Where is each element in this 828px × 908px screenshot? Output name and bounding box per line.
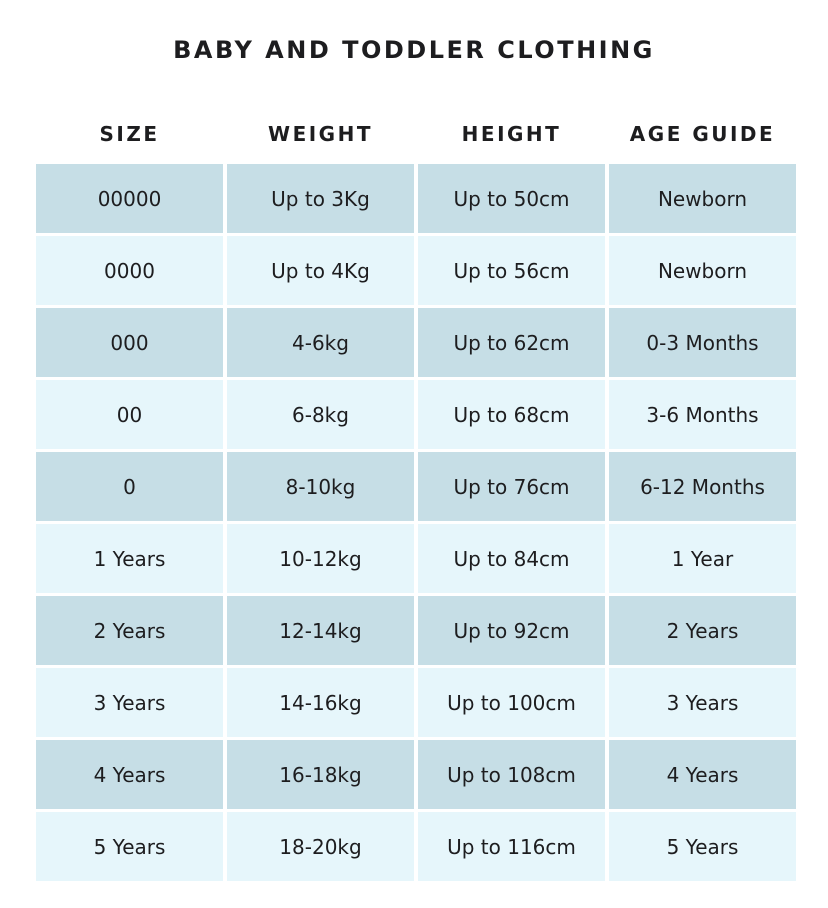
cell-height: Up to 100cm bbox=[418, 668, 605, 737]
table-row: 5 Years 18-20kg Up to 116cm 5 Years bbox=[36, 812, 796, 881]
table-row: 0000 Up to 4Kg Up to 56cm Newborn bbox=[36, 236, 796, 305]
table-row: 1 Years 10-12kg Up to 84cm 1 Year bbox=[36, 524, 796, 593]
table-row: 00000 Up to 3Kg Up to 50cm Newborn bbox=[36, 164, 796, 233]
cell-age-guide: 4 Years bbox=[609, 740, 796, 809]
cell-height: Up to 92cm bbox=[418, 596, 605, 665]
header-age-guide: AGE GUIDE bbox=[629, 122, 776, 146]
cell-age-guide: 0-3 Months bbox=[609, 308, 796, 377]
page-title: BABY AND TODDLER CLOTHING bbox=[173, 36, 655, 64]
table-row: 4 Years 16-18kg Up to 108cm 4 Years bbox=[36, 740, 796, 809]
cell-age-guide: 5 Years bbox=[609, 812, 796, 881]
cell-height: Up to 116cm bbox=[418, 812, 605, 881]
table-row: 3 Years 14-16kg Up to 100cm 3 Years bbox=[36, 668, 796, 737]
cell-weight: 12-14kg bbox=[227, 596, 414, 665]
cell-age-guide: 1 Year bbox=[609, 524, 796, 593]
cell-size: 5 Years bbox=[36, 812, 223, 881]
cell-height: Up to 56cm bbox=[418, 236, 605, 305]
cell-age-guide: Newborn bbox=[609, 164, 796, 233]
cell-size: 1 Years bbox=[36, 524, 223, 593]
header-weight: WEIGHT bbox=[268, 122, 373, 146]
cell-age-guide: Newborn bbox=[609, 236, 796, 305]
cell-weight: 16-18kg bbox=[227, 740, 414, 809]
cell-height: Up to 76cm bbox=[418, 452, 605, 521]
cell-size: 2 Years bbox=[36, 596, 223, 665]
cell-weight: Up to 3Kg bbox=[227, 164, 414, 233]
cell-weight: 10-12kg bbox=[227, 524, 414, 593]
cell-weight: 18-20kg bbox=[227, 812, 414, 881]
cell-height: Up to 62cm bbox=[418, 308, 605, 377]
table-row: 0 8-10kg Up to 76cm 6-12 Months bbox=[36, 452, 796, 521]
header-row: SIZE WEIGHT HEIGHT AGE GUIDE bbox=[36, 111, 796, 161]
cell-age-guide: 2 Years bbox=[609, 596, 796, 665]
cell-weight: 6-8kg bbox=[227, 380, 414, 449]
cell-weight: 8-10kg bbox=[227, 452, 414, 521]
cell-height: Up to 68cm bbox=[418, 380, 605, 449]
cell-size: 000 bbox=[36, 308, 223, 377]
cell-weight: 14-16kg bbox=[227, 668, 414, 737]
size-chart-table: SIZE WEIGHT HEIGHT AGE GUIDE 00000 Up to … bbox=[32, 108, 800, 884]
cell-size: 0 bbox=[36, 452, 223, 521]
cell-age-guide: 3-6 Months bbox=[609, 380, 796, 449]
cell-age-guide: 3 Years bbox=[609, 668, 796, 737]
header-height: HEIGHT bbox=[461, 122, 562, 146]
cell-size: 3 Years bbox=[36, 668, 223, 737]
table-row: 000 4-6kg Up to 62cm 0-3 Months bbox=[36, 308, 796, 377]
cell-age-guide: 6-12 Months bbox=[609, 452, 796, 521]
cell-size: 00000 bbox=[36, 164, 223, 233]
cell-height: Up to 108cm bbox=[418, 740, 605, 809]
cell-height: Up to 50cm bbox=[418, 164, 605, 233]
table-row: 00 6-8kg Up to 68cm 3-6 Months bbox=[36, 380, 796, 449]
cell-height: Up to 84cm bbox=[418, 524, 605, 593]
cell-weight: Up to 4Kg bbox=[227, 236, 414, 305]
cell-weight: 4-6kg bbox=[227, 308, 414, 377]
cell-size: 4 Years bbox=[36, 740, 223, 809]
header-size: SIZE bbox=[99, 122, 160, 146]
table-row: 2 Years 12-14kg Up to 92cm 2 Years bbox=[36, 596, 796, 665]
cell-size: 00 bbox=[36, 380, 223, 449]
cell-size: 0000 bbox=[36, 236, 223, 305]
